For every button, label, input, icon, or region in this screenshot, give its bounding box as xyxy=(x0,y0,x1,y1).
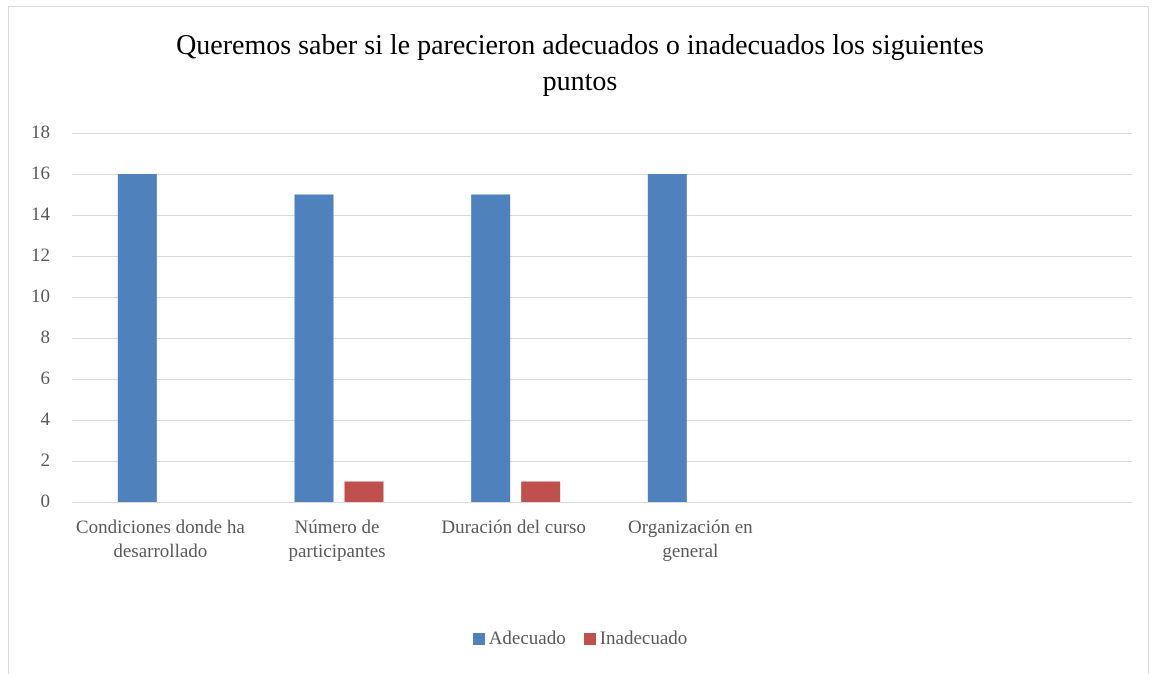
legend-swatch xyxy=(472,633,485,645)
legend-label: Adecuado xyxy=(488,628,566,649)
x-tick-label: Organización en general xyxy=(627,517,753,562)
y-tick-label: 0 xyxy=(40,491,51,512)
y-tick-label: 10 xyxy=(31,286,50,307)
y-tick-label: 8 xyxy=(40,327,51,348)
y-tick-label: 18 xyxy=(31,122,50,143)
y-tick-label: 6 xyxy=(40,368,51,389)
chart-border xyxy=(8,6,1149,674)
legend-item: Inadecuado xyxy=(583,628,688,650)
bar xyxy=(294,194,334,502)
bar xyxy=(117,174,157,502)
chart-title: Queremos saber si le parecieron adecuado… xyxy=(176,30,984,97)
bar xyxy=(521,481,561,502)
x-tick-label: Número de participantes xyxy=(288,517,386,562)
y-tick-label: 4 xyxy=(40,409,51,430)
legend: Adecuado Inadecuado xyxy=(0,628,1160,650)
x-tick-label: Condiciones donde ha desarrollado xyxy=(75,517,245,562)
bar xyxy=(471,194,511,502)
y-tick-label: 2 xyxy=(40,450,51,471)
y-tick-label: 14 xyxy=(31,204,50,225)
legend-swatch xyxy=(583,633,596,645)
bar xyxy=(647,174,687,502)
y-tick-label: 16 xyxy=(31,163,50,184)
bar xyxy=(344,481,384,502)
x-tick-label: Duración del curso xyxy=(441,517,586,538)
legend-label: Inadecuado xyxy=(599,628,688,649)
y-tick-label: 12 xyxy=(31,245,50,266)
legend-item: Adecuado xyxy=(472,628,566,650)
